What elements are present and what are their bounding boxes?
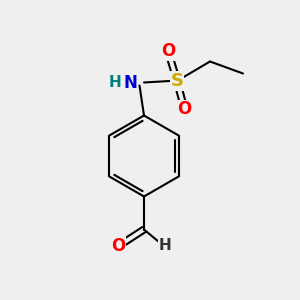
Text: S: S	[170, 72, 184, 90]
Text: H: H	[159, 238, 171, 253]
Text: O: O	[111, 237, 126, 255]
Text: O: O	[161, 42, 175, 60]
Text: H: H	[109, 75, 121, 90]
Text: N: N	[124, 74, 137, 92]
Text: O: O	[177, 100, 192, 118]
